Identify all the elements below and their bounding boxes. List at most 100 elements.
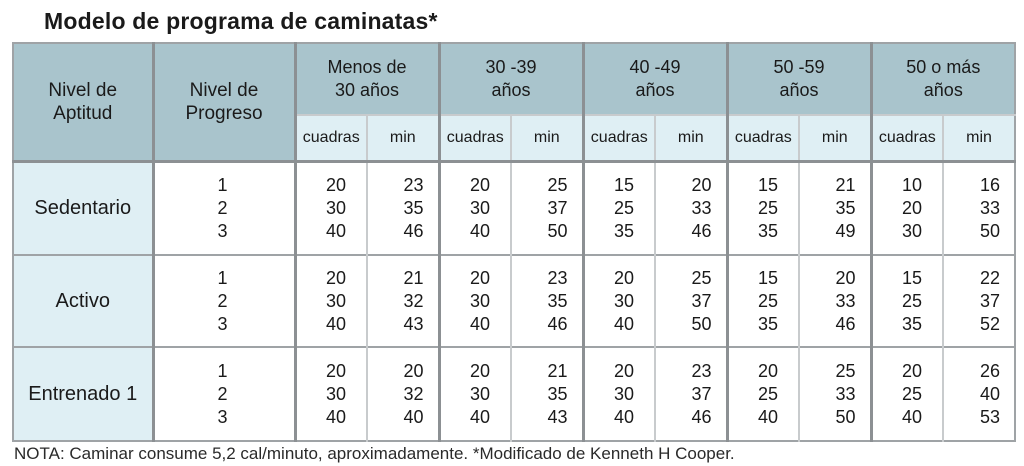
cuadras-cell-value: 25: [902, 383, 923, 404]
cuadras-cell-value: 20: [613, 360, 635, 381]
cuadras-cell-value: 40: [613, 313, 635, 334]
min-cell-value: 43: [403, 313, 424, 334]
progreso-cell-value: 1: [217, 360, 228, 381]
min-cell-value: 20: [403, 360, 424, 381]
min-cell-value: 25: [835, 360, 856, 381]
min-cell-value: 33: [835, 383, 856, 404]
min-cell-value: 35: [835, 197, 856, 218]
min-cell-value: 33: [691, 197, 712, 218]
min-cell: 26 40 53: [942, 346, 1016, 441]
cuadras-cell-value: 25: [902, 290, 923, 311]
cuadras-cell: 15 25 35: [725, 254, 800, 347]
cuadras-cell-value: 35: [902, 313, 923, 334]
page-title: Modelo de programa de caminatas*: [44, 8, 438, 34]
cuadras-cell-value: 25: [758, 383, 779, 404]
header-age-group: Menos de 30 años: [293, 43, 439, 115]
cuadras-cell-value: 30: [325, 197, 346, 218]
cuadras-cell-value: 20: [902, 197, 923, 218]
min-cell-value: 32: [403, 290, 424, 311]
cuadras-cell: 15 25 35: [869, 254, 944, 347]
min-cell-value: 37: [980, 290, 1001, 311]
cuadras-cell: 20 30 40: [293, 254, 367, 347]
cuadras-cell-value: 20: [469, 267, 490, 288]
min-cell-value: 52: [980, 313, 1001, 334]
progreso-cell-value: 3: [217, 406, 228, 427]
min-cell-value: 20: [835, 267, 856, 288]
header-age-group: 30 -39 años: [437, 43, 584, 115]
cuadras-cell-value: 15: [758, 174, 779, 195]
min-cell-value: 46: [403, 220, 424, 241]
subheader-min: min: [509, 114, 584, 161]
cuadras-cell-value: 20: [469, 174, 490, 195]
min-cell: 25 37 50: [509, 159, 584, 255]
min-cell-value: 20: [691, 174, 712, 195]
min-cell: 20 33 46: [654, 159, 728, 255]
min-cell-value: 46: [835, 313, 856, 334]
header-age-group: 50 o más años: [869, 43, 1016, 115]
cuadras-cell: 20 30 40: [437, 159, 511, 255]
min-cell: 23 37 46: [654, 346, 728, 441]
cuadras-cell-value: 15: [758, 267, 779, 288]
cuadras-cell-value: 40: [758, 406, 779, 427]
cuadras-cell-value: 35: [758, 220, 779, 241]
cuadras-cell: 20 30 40: [437, 254, 511, 347]
min-cell: 21 35 43: [509, 346, 584, 441]
cuadras-cell-value: 20: [325, 267, 346, 288]
cuadras-cell-value: 25: [758, 290, 779, 311]
cuadras-cell-value: 20: [469, 360, 490, 381]
progreso-cell-value: 2: [217, 290, 228, 311]
cuadras-cell-value: 30: [613, 383, 635, 404]
min-cell: 20 33 46: [798, 254, 872, 347]
cuadras-cell-value: 20: [758, 360, 779, 381]
cuadras-cell: 20 30 40: [581, 254, 656, 347]
cuadras-cell: 20 30 40: [293, 346, 367, 441]
min-cell-value: 40: [980, 383, 1001, 404]
min-cell-value: 50: [835, 406, 856, 427]
cuadras-cell-value: 40: [325, 406, 346, 427]
min-cell-value: 37: [547, 197, 568, 218]
min-cell-value: 46: [547, 313, 568, 334]
subheader-min: min: [798, 114, 872, 161]
min-cell-value: 33: [835, 290, 856, 311]
min-cell-value: 50: [980, 220, 1001, 241]
cuadras-cell: 20 25 40: [725, 346, 800, 441]
min-cell-value: 32: [403, 383, 424, 404]
min-cell-value: 46: [691, 406, 712, 427]
header-nivel-aptitud: Nivel de Aptitud: [13, 43, 153, 161]
min-cell-value: 49: [835, 220, 856, 241]
cuadras-cell: 20 30 40: [581, 346, 656, 441]
cuadras-cell-value: 30: [902, 220, 923, 241]
header-age-group: 50 -59 años: [725, 43, 872, 115]
cuadras-cell-value: 20: [325, 360, 346, 381]
min-cell-value: 37: [691, 383, 712, 404]
subheader-min: min: [366, 114, 439, 161]
cuadras-cell-value: 20: [325, 174, 346, 195]
min-cell-value: 35: [547, 290, 568, 311]
footnote: NOTA: Caminar consume 5,2 cal/minuto, ap…: [14, 444, 735, 463]
min-cell-value: 33: [980, 197, 1001, 218]
cuadras-cell-value: 40: [613, 406, 635, 427]
subheader-min: min: [654, 114, 728, 161]
min-cell: 20 32 40: [366, 346, 439, 441]
min-cell-value: 23: [403, 174, 424, 195]
cuadras-cell-value: 30: [613, 290, 635, 311]
cuadras-cell-value: 25: [613, 197, 635, 218]
subheader-cuadras: cuadras: [725, 114, 800, 161]
subheader-cuadras: cuadras: [293, 114, 367, 161]
progreso-cell-value: 3: [217, 313, 228, 334]
min-cell: 21 35 49: [798, 159, 872, 255]
progreso-cell-value: 1: [217, 267, 228, 288]
cuadras-cell: 15 25 35: [581, 159, 656, 255]
cuadras-cell-value: 20: [902, 360, 923, 381]
aptitud-cell: Sedentario: [13, 159, 153, 255]
subheader-cuadras: cuadras: [869, 114, 944, 161]
cuadras-cell: 15 25 35: [725, 159, 800, 255]
cuadras-cell: 20 30 40: [437, 346, 511, 441]
min-cell: 23 35 46: [366, 159, 439, 255]
subheader-min: min: [942, 114, 1016, 161]
min-cell: 16 33 50: [942, 159, 1016, 255]
min-cell-value: 35: [547, 383, 568, 404]
cuadras-cell-value: 40: [469, 220, 490, 241]
min-cell: 23 35 46: [509, 254, 584, 347]
min-cell-value: 21: [403, 267, 424, 288]
